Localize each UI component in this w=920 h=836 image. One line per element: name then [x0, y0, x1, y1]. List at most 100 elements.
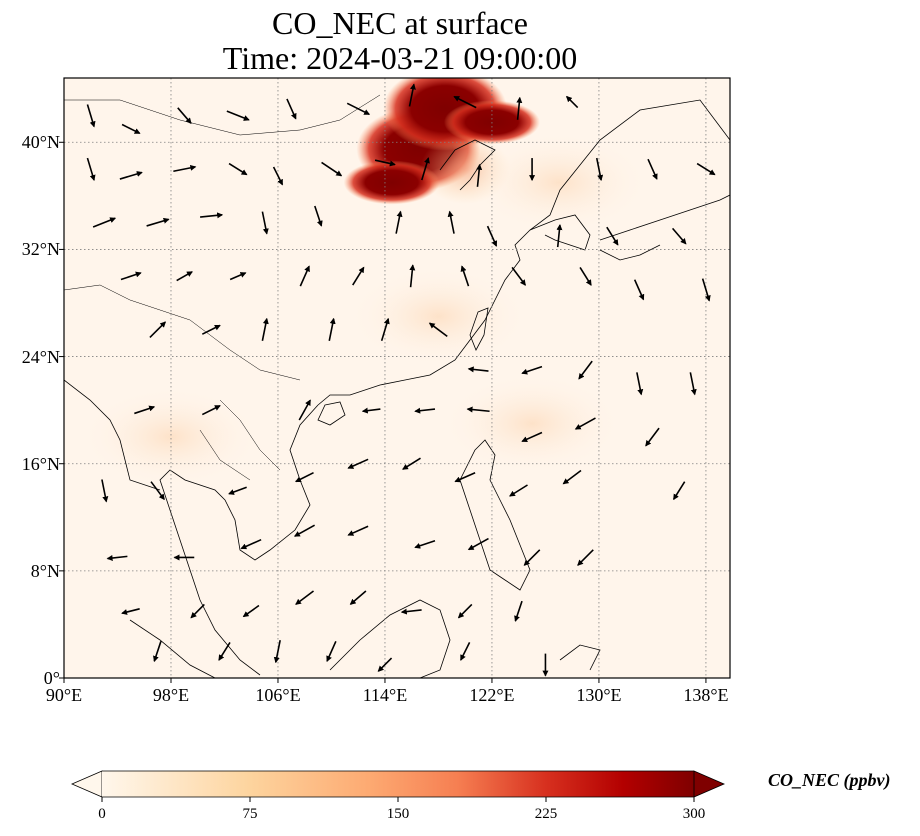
wind-arrow [347, 458, 369, 469]
wind-arrow [347, 525, 369, 536]
wind-arrow [645, 427, 660, 447]
wind-arrow [328, 317, 336, 341]
wind-arrow [562, 469, 582, 485]
wind-arrow [673, 481, 686, 501]
coastline-korea [529, 214, 591, 251]
wind-arrow [428, 322, 448, 338]
coastline-china [317, 99, 730, 406]
y-tick-label: 24°N [21, 346, 60, 367]
wind-arrow [361, 407, 381, 414]
coastline-indochina [159, 404, 319, 676]
wind-arrow [453, 95, 477, 109]
wind-arrow [150, 481, 165, 501]
wind-arrow [86, 104, 96, 128]
wind-arrow [295, 471, 314, 483]
wind-arrow [261, 317, 269, 341]
x-tick-label: 90°E [45, 685, 83, 705]
coastline-taiwan [469, 307, 489, 351]
coastline-myanmar [64, 379, 161, 491]
axis-tick-marks [59, 141, 707, 683]
wind-arrow [86, 157, 96, 182]
wind-arrow [229, 272, 247, 281]
map-frame [63, 77, 731, 679]
wind-arrow [523, 549, 541, 566]
wind-arrow [395, 210, 403, 234]
co-hotspot [468, 132, 649, 233]
colorbar-gradient [102, 771, 694, 797]
y-tick-label: 16°N [21, 453, 60, 474]
wind-arrow [636, 372, 644, 396]
colorbar-tick-label: 150 [386, 806, 410, 822]
x-tick-label: 98°E [152, 685, 190, 705]
wind-arrow [121, 123, 141, 135]
wind-arrow [457, 603, 473, 619]
coastline-sumatra [129, 619, 216, 678]
wind-arrow [242, 604, 260, 618]
wind-arrow [200, 212, 224, 219]
wind-arrow [421, 157, 430, 181]
wind-arrow [173, 164, 197, 173]
wind-arrow [574, 417, 596, 430]
wind-arrow [153, 641, 162, 663]
wind-arrow [201, 405, 221, 416]
y-tick-label: 32°N [21, 239, 60, 260]
wind-arrow [321, 161, 343, 177]
wind-arrow [240, 538, 262, 550]
y-tick-label: 8°N [30, 560, 60, 581]
wind-arrow [349, 590, 367, 605]
coastline-bohai [439, 139, 496, 191]
plot-title: CO_NEC at surface [272, 5, 528, 41]
wind-arrow [556, 224, 563, 248]
wind-arrow [295, 590, 315, 605]
wind-arrow [346, 102, 371, 116]
wind-arrow [272, 166, 284, 186]
wind-arrow [595, 157, 604, 182]
wind-arrow [177, 107, 192, 124]
wind-vectors [86, 83, 716, 677]
wind-arrow [486, 225, 498, 247]
wind-arrow [134, 405, 156, 415]
wind-arrow [314, 205, 323, 227]
wind-arrow [121, 608, 140, 615]
wind-arrow [689, 372, 697, 396]
wind-arrow [286, 98, 297, 120]
wind-arrow [696, 162, 716, 176]
coastline-japan [599, 194, 730, 261]
coastlines [64, 94, 730, 678]
wind-arrow [521, 431, 543, 443]
wind-arrow [190, 603, 205, 619]
wind-arrow [671, 227, 687, 245]
coastline-borneo [329, 599, 451, 678]
wind-arrow [701, 278, 711, 302]
wind-arrow [228, 162, 248, 176]
wind-arrow [460, 265, 470, 287]
wind-arrow [298, 399, 311, 421]
wind-arrow [577, 549, 594, 566]
wind-arrow [606, 226, 619, 246]
x-tick-label: 114°E [362, 685, 408, 705]
wind-arrow [511, 266, 526, 286]
coastline-newguinea [559, 644, 601, 671]
wind-arrow [201, 324, 221, 335]
wind-arrow [149, 321, 167, 339]
wind-arrow [119, 171, 143, 180]
wind-arrow [226, 110, 250, 121]
wind-arrow [299, 265, 310, 287]
wind-arrow [218, 641, 231, 661]
y-tick-label: 40°N [21, 132, 60, 153]
wind-arrow [509, 484, 528, 497]
map-area[interactable] [64, 67, 730, 678]
wind-arrow [578, 360, 593, 380]
co-hotspot [348, 266, 529, 367]
wind-arrow [647, 158, 658, 180]
colorbar-tick-label: 225 [534, 806, 558, 822]
wind-arrow [516, 96, 523, 120]
wind-arrow [228, 486, 247, 495]
colorbar-tick-label: 300 [682, 806, 706, 822]
x-tick-label: 106°E [255, 685, 301, 705]
wind-arrow [92, 217, 117, 228]
border-lines [64, 94, 381, 481]
wind-arrow [514, 600, 523, 622]
wind-arrow [352, 266, 365, 286]
